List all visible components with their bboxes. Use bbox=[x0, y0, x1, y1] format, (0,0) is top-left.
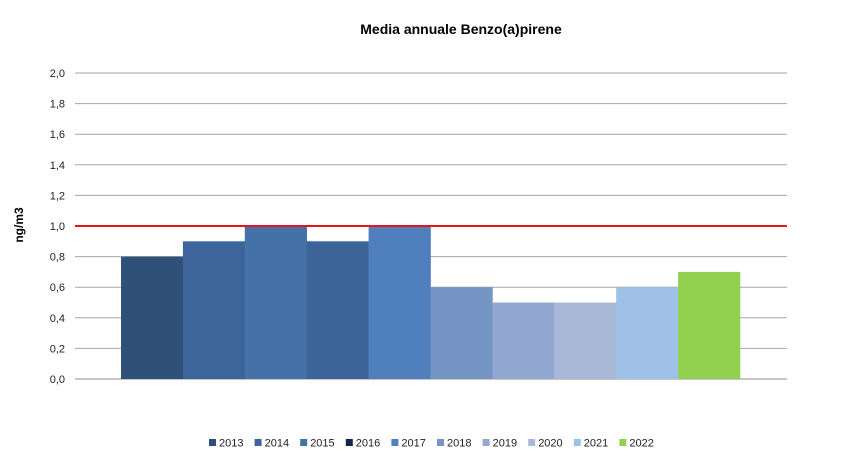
legend-swatch-2022 bbox=[619, 439, 627, 446]
bar-2015 bbox=[244, 226, 307, 379]
y-tick-label: 2,0 bbox=[50, 68, 65, 80]
bar-2021 bbox=[616, 287, 679, 379]
y-tick-label: 0,6 bbox=[50, 282, 65, 294]
bar-2014 bbox=[182, 241, 246, 379]
y-tick-label: 0,0 bbox=[50, 374, 65, 386]
bar-2020 bbox=[554, 302, 617, 379]
legend: 2013 2014 2015 2016 2017 2018 2019 2020 2021 2022 bbox=[209, 438, 654, 450]
y-tick-label: 1,2 bbox=[50, 190, 65, 202]
legend-label-2020: 2020 bbox=[538, 438, 562, 450]
bar-2013 bbox=[121, 256, 184, 379]
legend-label-2019: 2019 bbox=[493, 438, 517, 450]
legend-label-2013: 2013 bbox=[219, 438, 243, 450]
y-axis-label: ng/m3 bbox=[12, 207, 26, 243]
bar-2018 bbox=[430, 287, 493, 379]
legend-swatch-2020 bbox=[528, 439, 536, 446]
bar-2022 bbox=[678, 271, 741, 379]
y-tick-label: 0,8 bbox=[50, 252, 65, 264]
legend-swatch-2021 bbox=[573, 439, 581, 446]
legend-label-2014: 2014 bbox=[265, 438, 289, 450]
y-tick-label: 1,8 bbox=[50, 99, 65, 111]
legend-swatch-2014 bbox=[254, 439, 262, 446]
y-tick-label: 1,4 bbox=[50, 160, 65, 172]
legend-swatch-2015 bbox=[300, 439, 308, 446]
y-tick-label: 0,2 bbox=[50, 343, 65, 355]
legend-label-2022: 2022 bbox=[629, 438, 653, 450]
legend-label-2021: 2021 bbox=[584, 438, 608, 450]
legend-label-2017: 2017 bbox=[401, 438, 425, 450]
legend-swatch-2016 bbox=[345, 439, 353, 446]
bar-2017 bbox=[368, 226, 431, 379]
y-tick-label: 1,6 bbox=[50, 129, 65, 141]
y-tick-label: 1,0 bbox=[50, 221, 65, 233]
legend-swatch-2013 bbox=[209, 439, 216, 446]
legend-swatch-2019 bbox=[482, 439, 490, 446]
y-tick-labels: 0,0 0,2 0,4 0,6 0,8 1,0 1,2 1,4 1,6 1,8 2,0 bbox=[50, 68, 65, 386]
y-tick-label: 0,4 bbox=[50, 313, 65, 325]
chart-title: Media annuale Benzo(a)pirene bbox=[360, 21, 562, 37]
legend-label-2018: 2018 bbox=[447, 438, 471, 450]
bar-2019 bbox=[492, 302, 555, 379]
bar-2016 bbox=[306, 241, 369, 379]
bars bbox=[121, 226, 741, 379]
legend-label-2016: 2016 bbox=[356, 438, 380, 450]
legend-swatch-2017 bbox=[391, 439, 399, 446]
legend-swatch-2018 bbox=[437, 439, 444, 446]
legend-label-2015: 2015 bbox=[310, 438, 334, 450]
